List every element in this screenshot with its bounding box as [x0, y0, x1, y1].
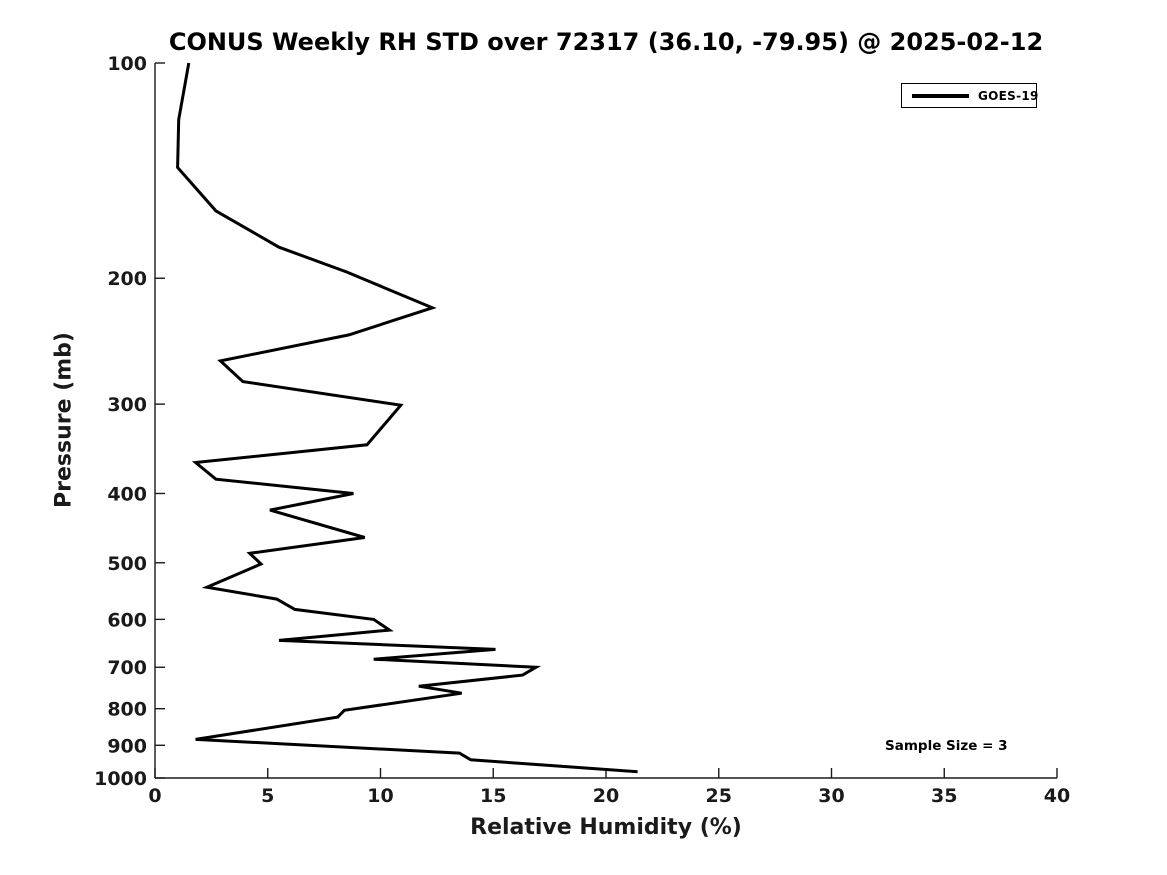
y-tick-label: 300 [107, 394, 147, 416]
y-tick-label: 500 [107, 553, 147, 575]
x-tick-label: 15 [480, 785, 506, 807]
legend-label: GOES-19 [978, 88, 1039, 103]
rh-profile-line [176, 62, 638, 774]
y-tick-label: 400 [107, 483, 147, 505]
x-tick-label: 30 [818, 785, 844, 807]
y-tick-label: 100 [107, 53, 147, 75]
x-tick-label: 20 [593, 785, 619, 807]
y-tick-label: 700 [107, 657, 147, 679]
legend-line-icon [912, 93, 969, 98]
y-tick-label: 200 [107, 268, 147, 290]
x-axis-label: Relative Humidity (%) [470, 815, 742, 840]
sample-size-annotation: Sample Size = 3 [885, 738, 1008, 754]
legend: GOES-19 [901, 83, 1039, 108]
chart-title: CONUS Weekly RH STD over 72317 (36.10, -… [168, 28, 1044, 56]
y-tick-label: 900 [107, 735, 147, 757]
y-tick-label: 600 [107, 609, 147, 631]
x-tick-label: 40 [1044, 785, 1070, 807]
x-tick-label: 10 [367, 785, 393, 807]
x-tick-label: 25 [706, 785, 732, 807]
x-tick-label: 0 [148, 785, 161, 807]
y-tick-label: 1000 [94, 768, 147, 790]
x-tick-label: 35 [931, 785, 957, 807]
y-tick-label: 800 [107, 699, 147, 721]
x-tick-label: 5 [261, 785, 274, 807]
